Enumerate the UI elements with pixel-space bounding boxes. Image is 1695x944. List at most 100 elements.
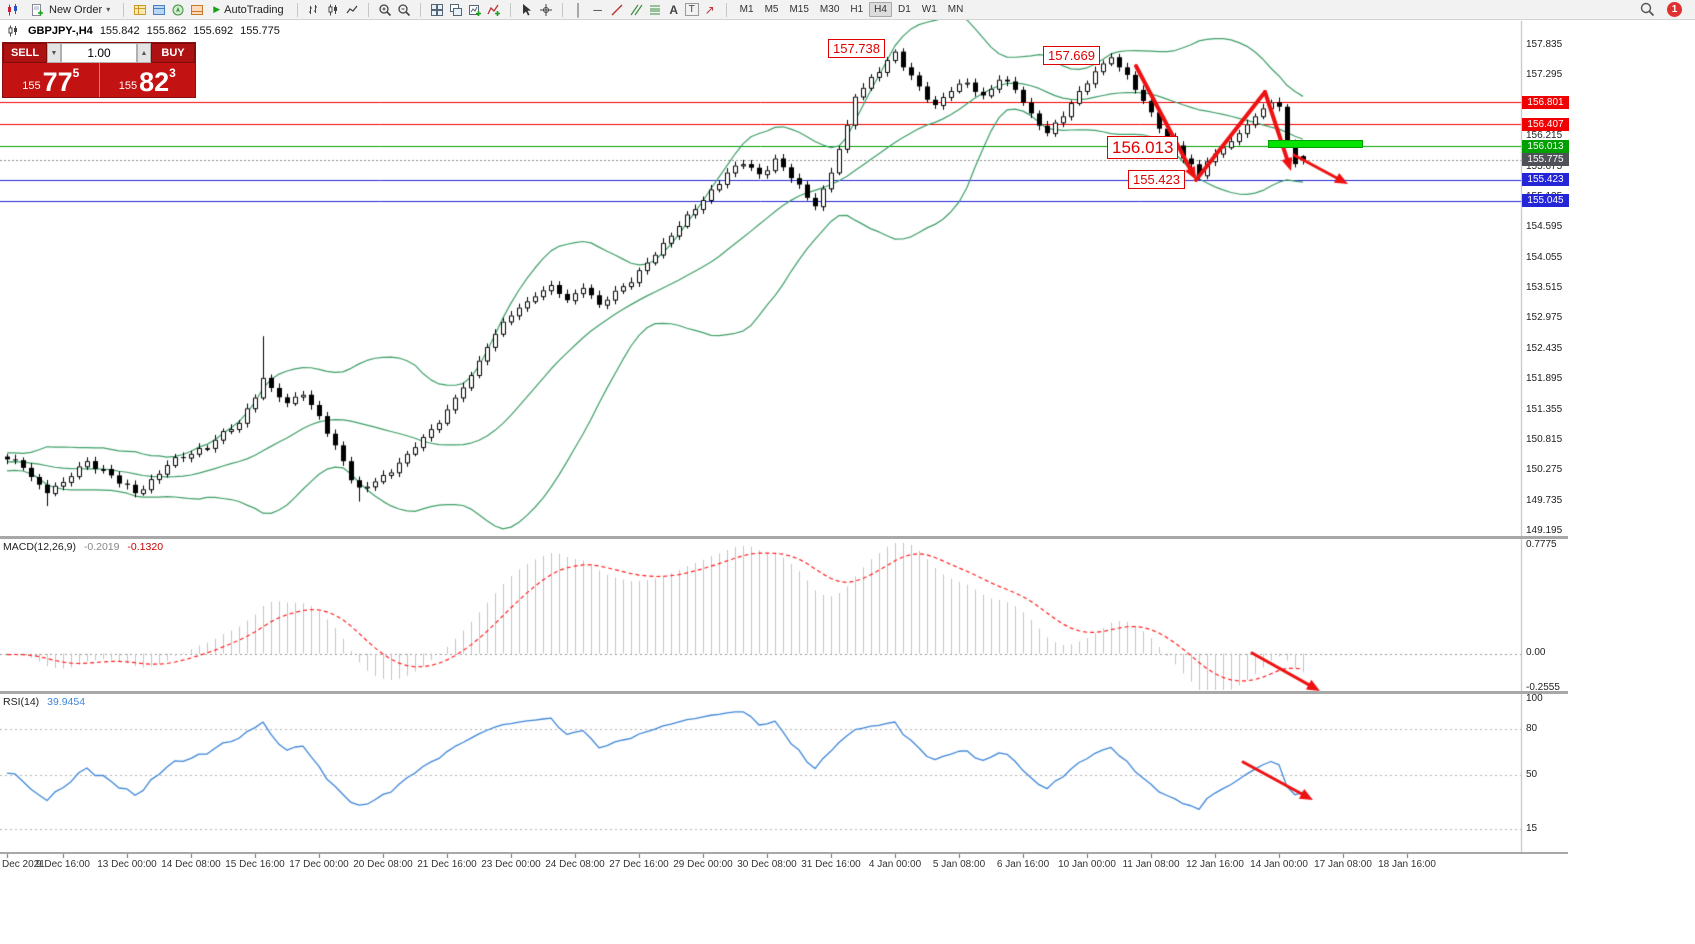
green-highlight-bar[interactable] <box>1268 140 1363 148</box>
time-label: 29 Dec 00:00 <box>673 859 733 870</box>
price-level-badge: 155.775 <box>1522 153 1569 167</box>
bar-chart-icon[interactable] <box>306 2 322 18</box>
price-level-badge: 156.407 <box>1522 117 1569 131</box>
rsi-axis-label: 50 <box>1526 769 1538 780</box>
rsi-axis-label: 100 <box>1526 693 1543 704</box>
price-tick: 157.295 <box>1526 69 1563 81</box>
zoom-in-icon[interactable] <box>377 2 393 18</box>
new-order-button[interactable]: New Order ▾ <box>24 1 115 19</box>
time-label: 17 Jan 08:00 <box>1314 859 1372 870</box>
candlestick-chart-icon[interactable] <box>325 2 341 18</box>
price-tick: 149.195 <box>1526 525 1563 536</box>
timeframe-m15[interactable]: M15 <box>789 4 809 15</box>
volume-input[interactable] <box>61 43 137 63</box>
vertical-line-icon[interactable]: │ <box>574 2 583 17</box>
one-click-trading-panel: SELL ▼ ▲ BUY 155 77 5 155 82 3 <box>2 42 196 98</box>
timeframe-h1[interactable]: H1 <box>850 4 864 15</box>
arrows-tool-icon[interactable]: ↗ <box>704 2 715 17</box>
macd-main-value: -0.2019 <box>83 541 120 553</box>
buy-price-sup: 3 <box>169 66 176 80</box>
price-tick: 153.515 <box>1526 282 1563 293</box>
price-callout[interactable]: 157.738 <box>828 39 885 58</box>
toolbar-separator <box>123 2 125 17</box>
equidistant-channel-icon[interactable] <box>628 2 644 18</box>
price-level-badge: 155.423 <box>1522 173 1569 187</box>
new-order-icon <box>29 2 45 18</box>
zoom-out-icon[interactable] <box>396 2 412 18</box>
timeframe-m30[interactable]: M30 <box>819 4 840 15</box>
buy-button[interactable]: BUY <box>151 43 195 63</box>
chart-header: GBPJPY-,H4 155.842 155.862 155.692 155.7… <box>5 23 280 39</box>
indicators-icon[interactable] <box>486 2 502 18</box>
buy-price-big: 82 <box>139 67 170 97</box>
price-tick: 152.975 <box>1526 312 1563 324</box>
cursor-icon[interactable] <box>519 2 535 18</box>
autotrading-button[interactable]: ▶ AutoTrading <box>208 3 288 17</box>
panel-divider[interactable] <box>0 691 1568 694</box>
price-tick: 150.815 <box>1526 433 1563 445</box>
terminal-logo-icon <box>5 2 21 18</box>
timeframe-w1[interactable]: W1 <box>921 4 937 15</box>
chevron-down-icon: ▾ <box>106 5 111 14</box>
timeframe-h4[interactable]: H4 <box>869 2 892 17</box>
market-watch-icon[interactable] <box>132 2 148 18</box>
sell-price[interactable]: 155 77 5 <box>3 63 99 97</box>
sell-price-main: 155 <box>22 80 41 92</box>
autotrading-label: AutoTrading <box>224 3 284 16</box>
price-callout[interactable]: 155.423 <box>1128 170 1185 189</box>
text-icon[interactable]: A <box>669 2 678 17</box>
toolbar-separator <box>725 2 727 17</box>
toolbar-separator <box>561 2 563 17</box>
trendline-icon[interactable] <box>609 2 625 18</box>
play-icon: ▶ <box>213 4 221 14</box>
price-tick: 151.355 <box>1526 403 1563 415</box>
timeframe-mn[interactable]: MN <box>947 4 964 15</box>
sell-button[interactable]: SELL <box>3 43 47 63</box>
tile-windows-icon[interactable] <box>429 2 445 18</box>
time-label: 17 Dec 00:00 <box>289 859 349 870</box>
price-tick: 152.435 <box>1526 342 1563 354</box>
time-label: 10 Jan 00:00 <box>1058 859 1116 870</box>
cascade-windows-icon[interactable] <box>448 2 464 18</box>
macd-axis-label: 0.7775 <box>1526 539 1557 550</box>
time-label: 20 Dec 08:00 <box>353 859 413 870</box>
price-tick: 154.595 <box>1526 221 1563 233</box>
price-callout[interactable]: 156.013 <box>1107 136 1179 159</box>
toolbar-separator <box>509 2 511 17</box>
search-icon[interactable] <box>1639 2 1655 18</box>
data-window-icon[interactable] <box>151 2 167 18</box>
trade-panel-prices: 155 77 5 155 82 3 <box>3 63 195 97</box>
rsi-value: 39.9454 <box>47 696 86 708</box>
text-label-icon[interactable]: T <box>684 3 699 16</box>
rsi-axis-label: 80 <box>1526 723 1538 734</box>
horizontal-line-icon[interactable]: ─ <box>593 2 602 17</box>
bar-close-value: 155.775 <box>240 25 280 37</box>
time-label: 24 Dec 08:00 <box>545 859 605 870</box>
macd-indicator-label: MACD(12,26,9) -0.2019 -0.1320 <box>3 541 163 553</box>
time-label: 6 Jan 16:00 <box>996 859 1050 870</box>
panel-divider[interactable] <box>0 852 1568 854</box>
volume-decrease-button[interactable]: ▼ <box>47 43 61 63</box>
rsi-indicator-label: RSI(14) 39.9454 <box>3 696 85 708</box>
timeframe-m5[interactable]: M5 <box>764 4 779 15</box>
toolbar: New Order ▾ ▶ AutoTrading │ ─ A <box>0 0 1695 20</box>
symbol-period: GBPJPY-,H4 <box>28 25 93 37</box>
crosshair-icon[interactable] <box>538 2 554 18</box>
notification-badge[interactable]: 1 <box>1667 2 1682 17</box>
price-level-badge: 156.013 <box>1522 139 1569 153</box>
navigator-icon[interactable] <box>170 2 186 18</box>
panel-divider[interactable] <box>0 536 1568 539</box>
timeframe-m1[interactable]: M1 <box>739 4 754 15</box>
line-chart-icon[interactable] <box>344 2 360 18</box>
time-label: 13 Dec 00:00 <box>97 859 157 870</box>
price-callout[interactable]: 157.669 <box>1043 46 1100 65</box>
new-chart-icon[interactable] <box>467 2 483 18</box>
timeframe-d1[interactable]: D1 <box>897 4 911 15</box>
volume-increase-button[interactable]: ▲ <box>137 43 151 63</box>
fibonacci-icon[interactable] <box>647 2 663 18</box>
buy-price[interactable]: 155 82 3 <box>98 63 196 97</box>
terminal-panel-icon[interactable] <box>189 2 205 18</box>
toolbar-separator <box>419 2 421 17</box>
